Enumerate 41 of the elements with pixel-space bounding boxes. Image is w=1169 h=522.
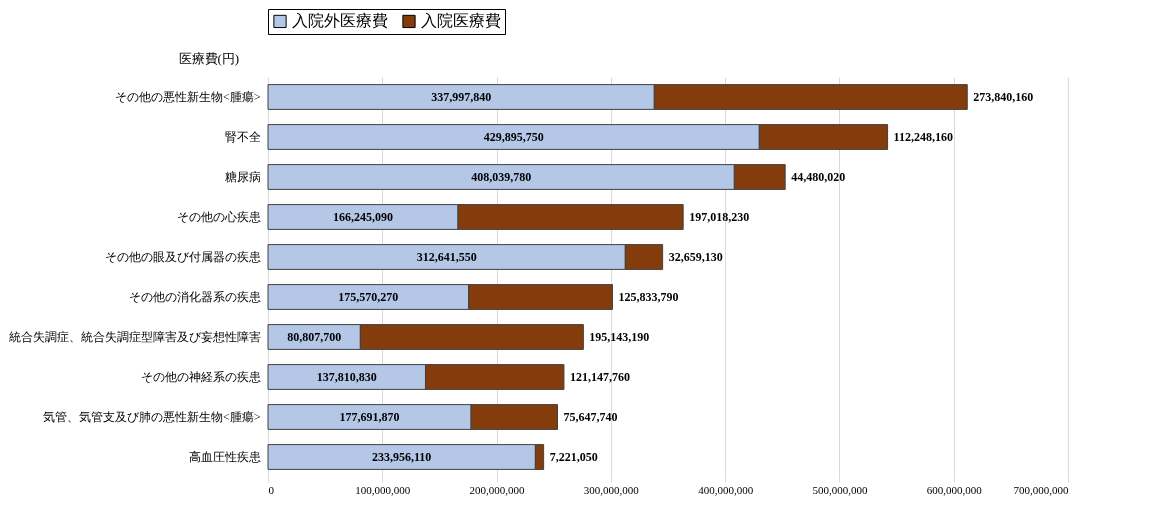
data-label: 195,143,190 <box>589 330 650 344</box>
data-label: 112,248,160 <box>893 130 953 144</box>
data-label: 166,245,090 <box>333 210 393 224</box>
y-tick-label: 糖尿病 <box>224 170 261 184</box>
y-tick-label: その他の心疾患 <box>176 210 261 224</box>
x-tick-label: 100,000,000 <box>355 483 411 496</box>
y-tick-label: その他の眼及び付属器の疾患 <box>104 250 261 264</box>
data-label: 337,997,840 <box>431 90 492 104</box>
data-label: 273,840,160 <box>973 90 1034 104</box>
data-label: 233,956,110 <box>372 450 432 464</box>
x-tick-label: 700,000,000 <box>1013 483 1069 496</box>
x-tick-label: 600,000,000 <box>926 483 983 496</box>
data-label: 7,221,050 <box>549 450 598 464</box>
x-tick-label: 200,000,000 <box>469 483 526 496</box>
y-tick-label: 気管、気管支及び肺の悪性新生物<腫瘍> <box>42 410 261 424</box>
data-label: 197,018,230 <box>689 210 750 224</box>
x-tick-label: 0 <box>268 483 275 496</box>
y-tick-label: その他の悪性新生物<腫瘍> <box>114 90 261 104</box>
y-tick-label: 高血圧性疾患 <box>188 450 261 464</box>
data-label: 137,810,830 <box>316 370 377 384</box>
data-label: 80,807,700 <box>287 330 342 344</box>
data-label: 121,147,760 <box>569 370 630 384</box>
data-label: 175,570,270 <box>338 290 399 304</box>
x-tick-label: 400,000,000 <box>698 483 754 496</box>
data-label: 75,647,740 <box>563 410 618 424</box>
y-tick-label: 腎不全 <box>224 130 261 144</box>
legend-label: 入院外医療費 <box>292 12 388 30</box>
data-label: 177,691,870 <box>339 410 400 424</box>
x-tick-label: 500,000,000 <box>812 483 868 496</box>
y-tick-label: その他の神経系の疾患 <box>140 370 261 384</box>
data-label: 408,039,780 <box>471 170 532 184</box>
data-label: 44,480,020 <box>791 170 846 184</box>
data-label: 312,641,550 <box>416 250 477 264</box>
data-label: 429,895,750 <box>483 130 544 144</box>
x-axis-title: 医療費(円) <box>178 50 240 66</box>
data-label: 125,833,790 <box>618 290 679 304</box>
y-tick-label: 統合失調症、統合失調症型障害及び妄想性障害 <box>8 330 261 344</box>
x-tick-label: 300,000,000 <box>583 483 640 496</box>
y-tick-label: その他の消化器系の疾患 <box>128 290 261 304</box>
legend-label: 入院医療費 <box>421 12 501 30</box>
data-label: 32,659,130 <box>668 250 723 264</box>
